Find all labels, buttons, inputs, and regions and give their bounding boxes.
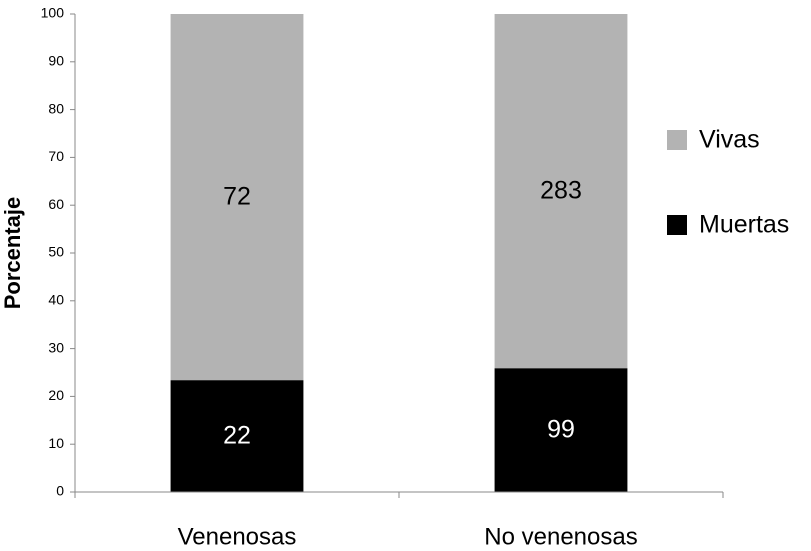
- y-tick-label: 40: [48, 292, 64, 308]
- bar-segment: [494, 14, 628, 369]
- bar-segment: [170, 14, 304, 381]
- y-tick-label: 90: [48, 53, 64, 69]
- y-axis-label: Porcentaje: [0, 197, 25, 310]
- y-tick-label: 70: [48, 148, 64, 164]
- x-tick-label: No venenosas: [484, 523, 637, 550]
- y-tick-label: 30: [48, 339, 64, 355]
- y-tick-label: 60: [48, 196, 64, 212]
- y-tick-label: 50: [48, 244, 64, 260]
- legend-label: Muertas: [699, 211, 789, 239]
- bar-segment: [170, 380, 304, 492]
- count-label: 283: [540, 177, 582, 205]
- legend-swatch: [667, 215, 687, 235]
- x-tick-label: Venenosas: [178, 523, 297, 550]
- y-tick-label: 20: [48, 387, 64, 403]
- legend-swatch: [667, 130, 687, 150]
- y-tick-label: 80: [48, 100, 64, 116]
- count-label: 72: [223, 183, 251, 211]
- y-tick-label: 0: [56, 483, 64, 499]
- count-label: 99: [547, 416, 575, 444]
- legend-label: Vivas: [699, 126, 760, 154]
- count-label: 22: [223, 422, 251, 450]
- y-tick-label: 10: [48, 435, 64, 451]
- y-tick-label: 100: [41, 5, 65, 21]
- bar-segment: [494, 368, 628, 492]
